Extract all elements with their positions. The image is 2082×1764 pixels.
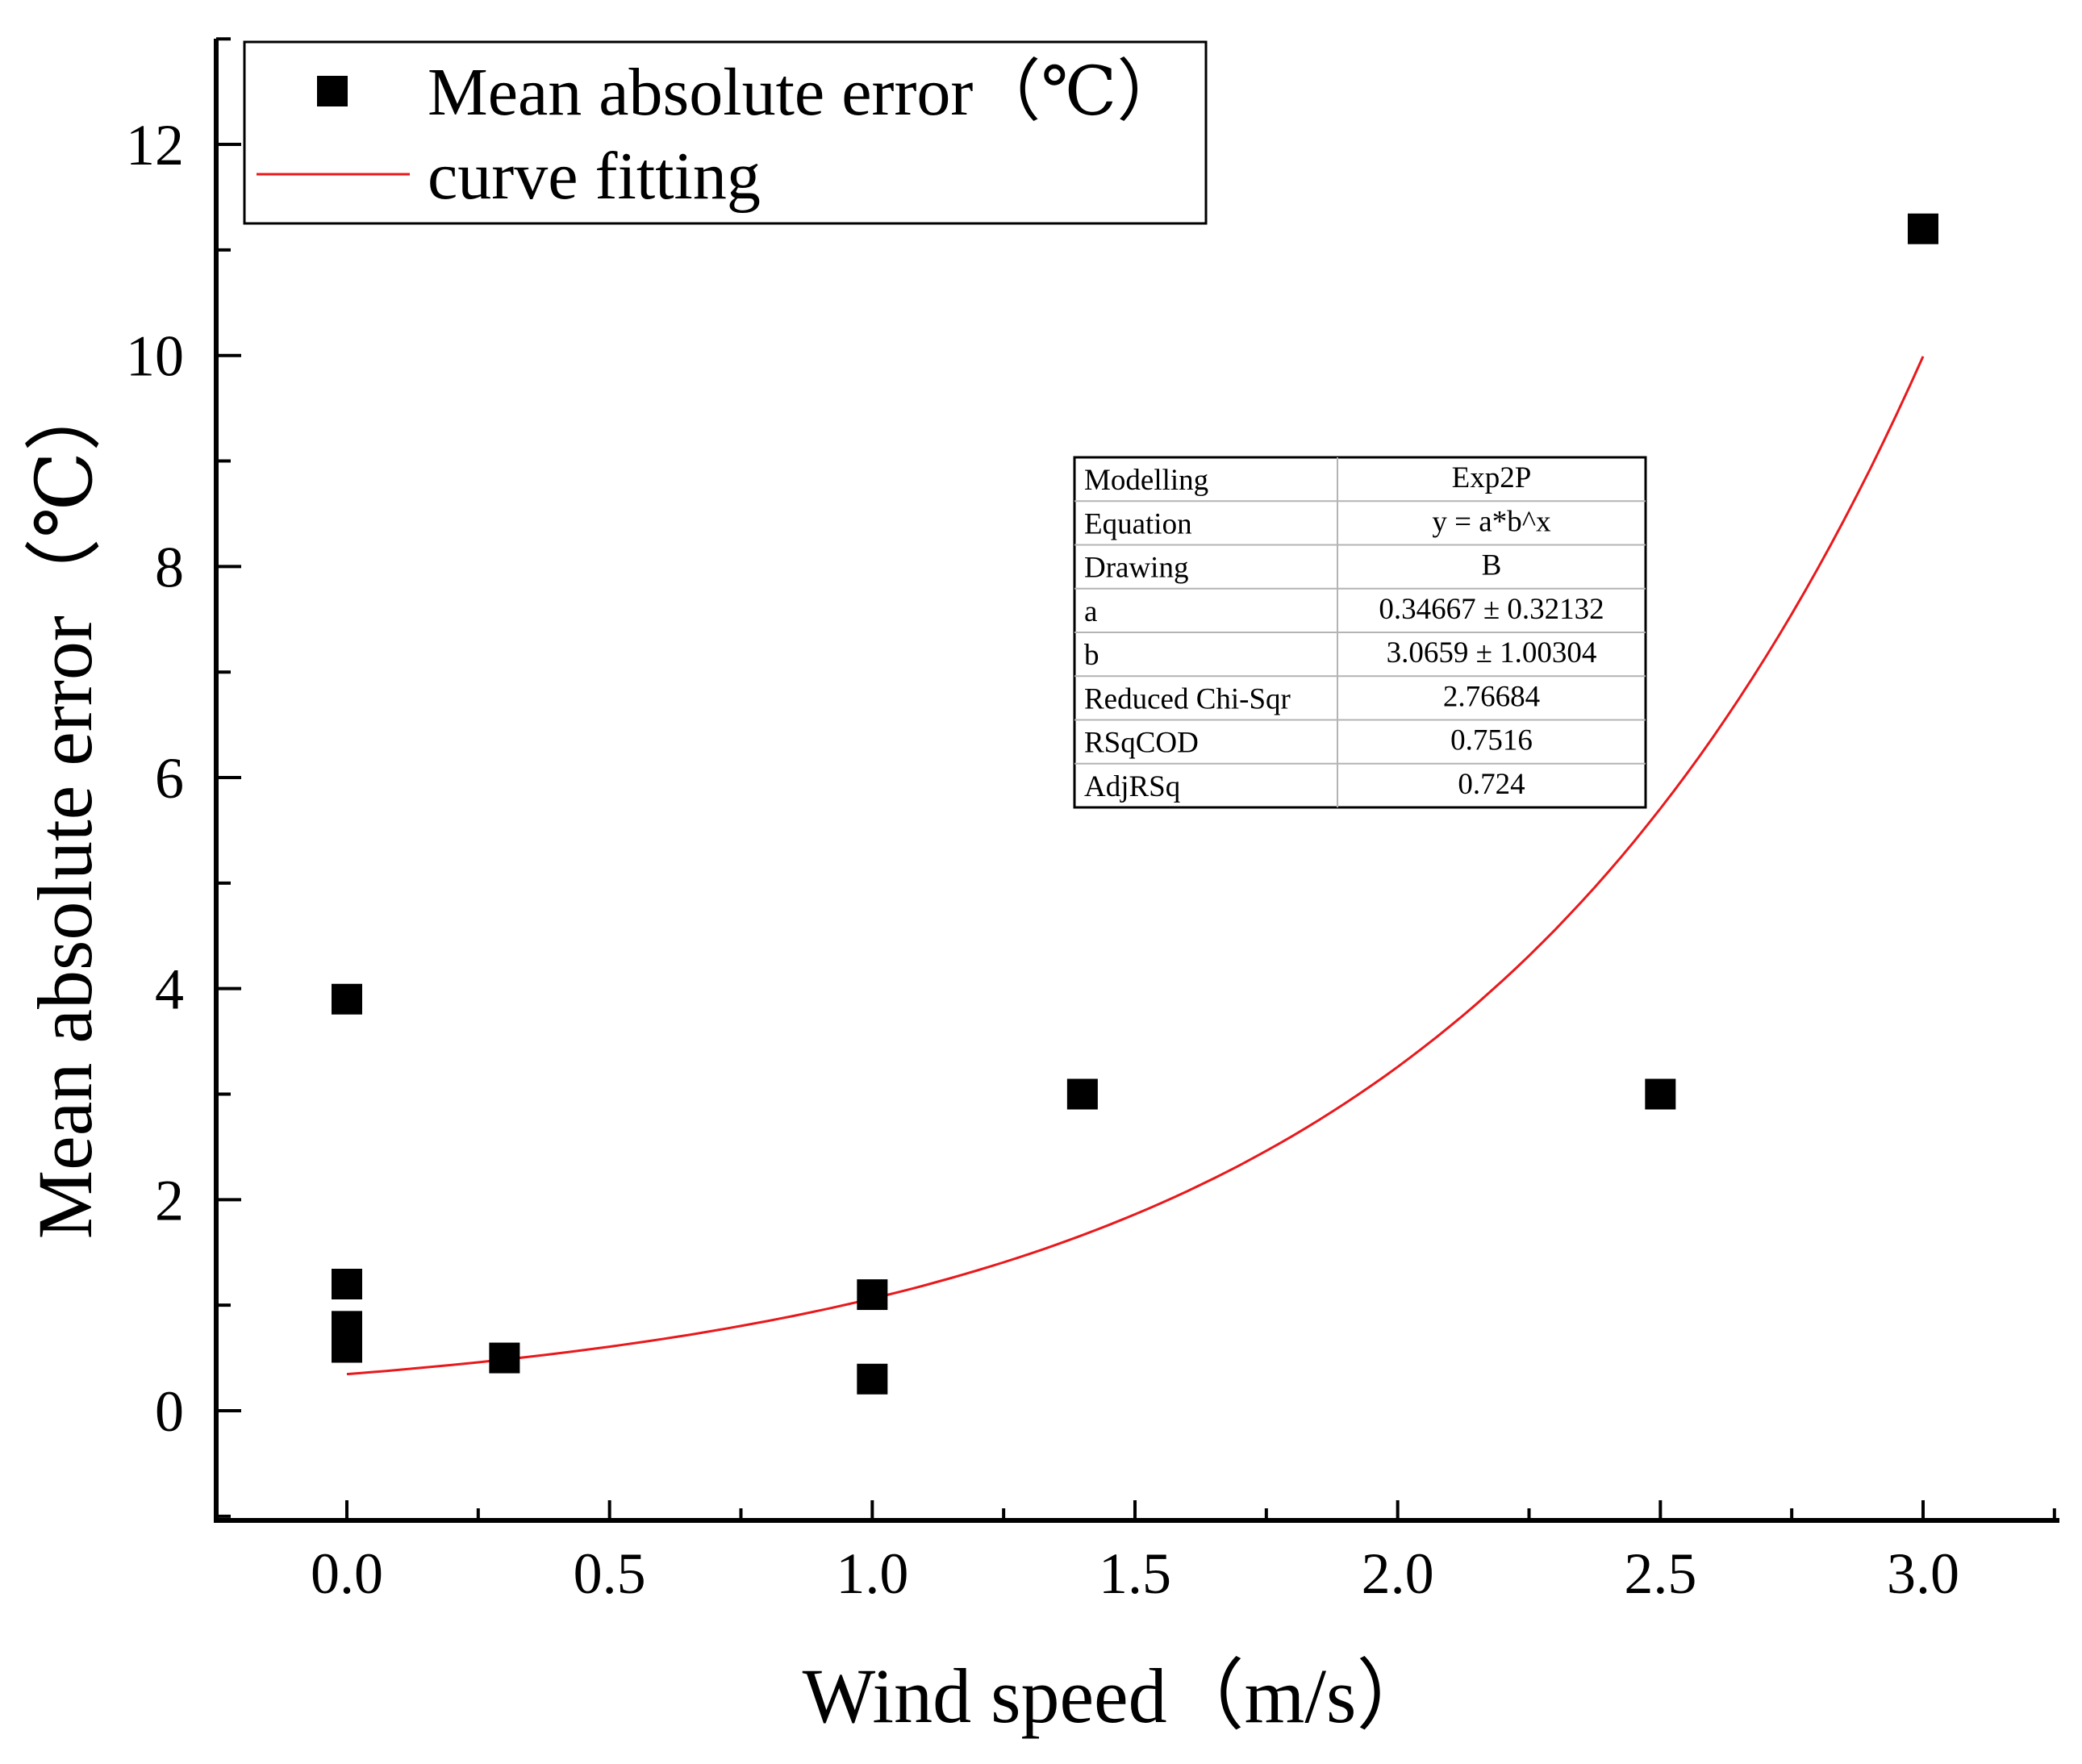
y-tick-label: 8 bbox=[155, 535, 184, 599]
fit-table-label: a bbox=[1084, 595, 1097, 628]
x-tick-label: 2.0 bbox=[1362, 1541, 1434, 1606]
data-point bbox=[332, 1269, 362, 1300]
data-point bbox=[857, 1363, 888, 1395]
fit-table-label: Equation bbox=[1084, 507, 1192, 540]
data-point bbox=[332, 983, 362, 1015]
data-point bbox=[857, 1279, 888, 1311]
y-tick-label: 4 bbox=[155, 957, 184, 1022]
data-points bbox=[332, 213, 1938, 1395]
fit-table-rows: Modelling Exp2P Equation y = a*b^x Drawing Ba… bbox=[1074, 461, 1646, 803]
x-tick-label: 2.5 bbox=[1624, 1541, 1696, 1606]
fit-table-value: 0.7516 bbox=[1450, 724, 1533, 757]
fit-table-value: 0.724 bbox=[1458, 768, 1525, 801]
axes bbox=[214, 39, 2059, 1523]
legend-label-fit: curve fitting bbox=[428, 139, 761, 214]
ticks bbox=[214, 37, 2056, 1520]
data-point bbox=[1066, 1078, 1098, 1110]
x-tick-label: 1.0 bbox=[836, 1541, 908, 1606]
y-tick-label: 10 bbox=[126, 324, 184, 389]
y-axis-title: Mean absolute error（℃） bbox=[22, 374, 108, 1239]
data-point bbox=[1907, 213, 1938, 244]
x-axis-title: Wind speed（m/s） bbox=[803, 1653, 1434, 1739]
fit-table-value: y = a*b^x bbox=[1432, 505, 1551, 538]
data-point bbox=[489, 1342, 520, 1374]
fit-curve-line bbox=[346, 356, 1925, 1376]
y-tick-label: 6 bbox=[155, 746, 184, 811]
legend-label-scatter: Mean absolute error（℃） bbox=[428, 55, 1184, 130]
fit-table-label: Reduced Chi-Sqr bbox=[1084, 682, 1291, 715]
data-point bbox=[332, 1332, 362, 1363]
legend-box bbox=[243, 40, 1208, 225]
legend-square-marker bbox=[317, 76, 348, 106]
fit-results-table: Modelling Exp2P Equation y = a*b^x Drawing Ba… bbox=[1073, 456, 1647, 809]
fit-table-label: Modelling bbox=[1084, 464, 1208, 497]
fit-table-value: 3.0659 ± 1.00304 bbox=[1387, 636, 1597, 669]
x-tick-label: 1.5 bbox=[1099, 1541, 1171, 1606]
fit-table-label: RSqCOD bbox=[1084, 727, 1199, 760]
fit-table-label: b bbox=[1084, 639, 1099, 672]
y-tick-label: 0 bbox=[155, 1379, 184, 1444]
legend: Mean absolute error（℃） curve fitting bbox=[243, 40, 1208, 225]
fit-table-value: Exp2P bbox=[1452, 461, 1532, 494]
y-tick-label: 12 bbox=[126, 113, 184, 177]
fit-table-label: AdjRSq bbox=[1084, 770, 1180, 803]
data-point bbox=[1645, 1078, 1676, 1110]
fit-table-value: B bbox=[1482, 549, 1502, 582]
y-tick-label: 2 bbox=[155, 1168, 184, 1232]
fit-table-value: 0.34667 ± 0.32132 bbox=[1379, 593, 1604, 626]
x-tick-labels: 0.0 0.5 1.0 1.5 2.0 2.5 3.0 bbox=[311, 1541, 1959, 1606]
y-tick-labels: 0 2 4 6 8 10 12 bbox=[126, 113, 184, 1444]
fit-table-label: Drawing bbox=[1084, 552, 1188, 585]
fit-table-value: 2.76684 bbox=[1443, 680, 1540, 713]
x-tick-label: 0.0 bbox=[311, 1541, 383, 1606]
x-tick-label: 0.5 bbox=[574, 1541, 646, 1606]
x-tick-label: 3.0 bbox=[1887, 1541, 1959, 1606]
